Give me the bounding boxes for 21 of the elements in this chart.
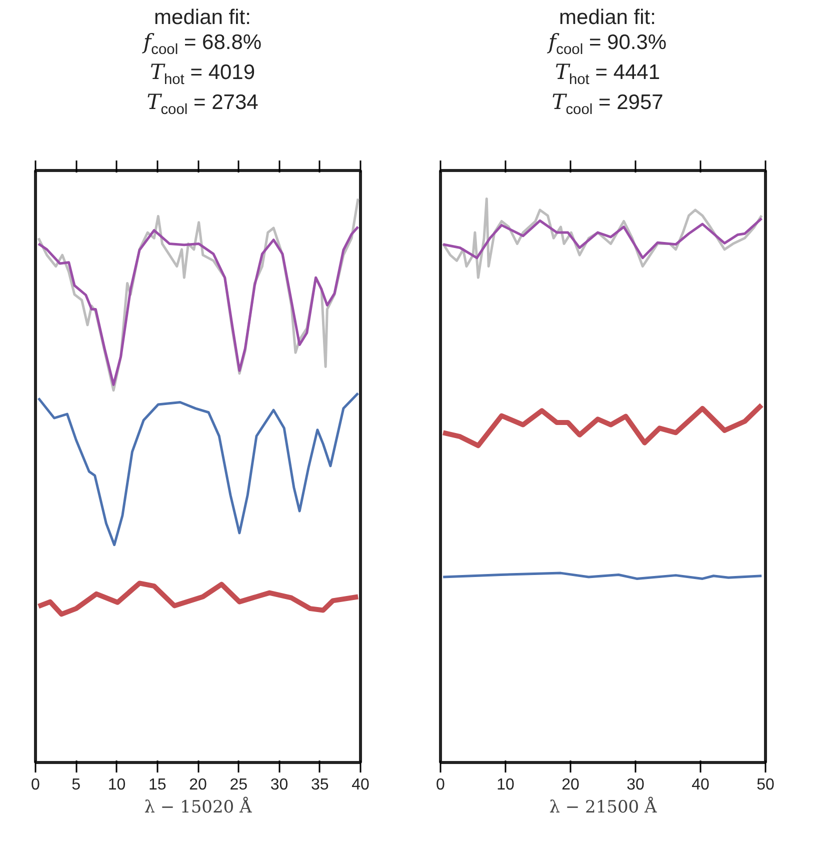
- x-tick-label: 40: [692, 776, 710, 794]
- x-tick-label: 25: [230, 776, 248, 794]
- x-tick-label: 30: [270, 776, 288, 794]
- x-tick-label: 0: [436, 776, 446, 794]
- chart-title: median fit:: [559, 6, 656, 29]
- chart-title: median fit:: [154, 6, 251, 29]
- x-tick-label: 10: [496, 776, 514, 794]
- x-tick-label: 10: [108, 776, 126, 794]
- x-tick-label: 20: [562, 776, 580, 794]
- x-tick-label: 50: [756, 776, 774, 794]
- x-tick-label: 0: [31, 776, 40, 794]
- text: f$_{cool}$ = 90.3% T$_{hot}$ = 4441 T$_{cool}$ = 2957: [548, 30, 667, 118]
- x-axis-title: λ − 21500 Å: [549, 796, 658, 818]
- x-tick-label: 20: [189, 776, 207, 794]
- x-tick-label: 35: [310, 776, 329, 794]
- x-tick-label: 30: [626, 776, 644, 794]
- x-tick-label: 15: [148, 776, 166, 794]
- x-axis-title: λ − 15020 Å: [144, 796, 253, 818]
- x-tick-label: 5: [72, 776, 81, 794]
- x-tick-label: 40: [352, 776, 370, 794]
- text: f$_{cool}$ = 68.8% T$_{hot}$ = 4019 T$_{cool}$ = 2734: [143, 30, 262, 118]
